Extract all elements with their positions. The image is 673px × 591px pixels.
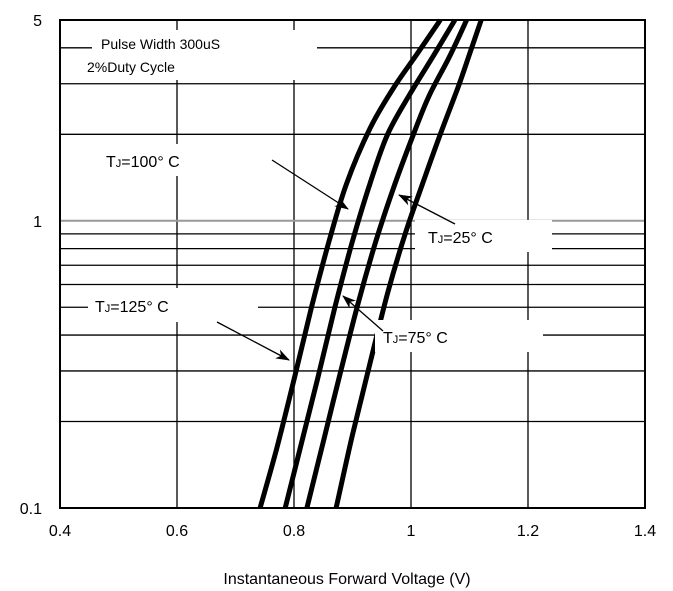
label-bg-25 (415, 220, 552, 252)
arrow-100 (271, 159, 349, 210)
series-line (333, 19, 484, 509)
label-rest: =25° C (443, 230, 493, 247)
note-bg (92, 30, 317, 80)
arrow-75 (342, 295, 384, 332)
label-sub: J (105, 303, 111, 315)
x-tick-label: 0.4 (49, 523, 71, 540)
series-line (304, 18, 469, 509)
label-rest: =100° C (121, 154, 179, 171)
label-rest: =125° C (110, 299, 168, 316)
series-label-100: TJ=100° C (106, 154, 180, 171)
y-tick-label: 5 (33, 13, 42, 30)
x-tick-label: 1 (407, 523, 416, 540)
x-tick-label: 0.8 (283, 523, 305, 540)
arrow-125 (216, 321, 290, 361)
label-rest: =75° C (398, 330, 448, 347)
label-bg-100 (100, 144, 245, 176)
label-prefix: T (428, 230, 438, 247)
label-prefix: T (106, 154, 116, 171)
series-line (257, 18, 443, 509)
x-tick-label: 1.4 (634, 523, 656, 540)
x-tick-label: 1.2 (517, 523, 539, 540)
x-tick-label: 0.6 (166, 523, 188, 540)
note-line-2: 2%Duty Cycle (87, 59, 175, 75)
plot-frame (59, 19, 646, 509)
series-label-75: TJ=75° C (383, 330, 448, 347)
label-bg-75 (375, 320, 543, 352)
series-label-25: TJ=25° C (428, 230, 493, 247)
arrow-25 (398, 194, 456, 225)
y-tick-label: 1 (33, 214, 42, 231)
label-sub: J (393, 334, 399, 346)
label-bg-125 (88, 288, 258, 322)
y-tick-label: 0.1 (20, 501, 42, 518)
x-axis-label: Instantaneous Forward Voltage (V) (223, 571, 470, 588)
series-line (282, 18, 458, 509)
label-sub: J (116, 158, 122, 170)
grid (60, 20, 645, 508)
note-line-1: Pulse Width 300uS (101, 36, 220, 52)
label-sub: J (438, 234, 444, 246)
curves (257, 18, 484, 509)
series-label-125: TJ=125° C (95, 299, 169, 316)
tick-labels: 0.4 0.6 0.8 1 1.2 1.4 0.1 1 5 (20, 13, 656, 540)
label-prefix: T (383, 330, 393, 347)
label-prefix: T (95, 299, 105, 316)
